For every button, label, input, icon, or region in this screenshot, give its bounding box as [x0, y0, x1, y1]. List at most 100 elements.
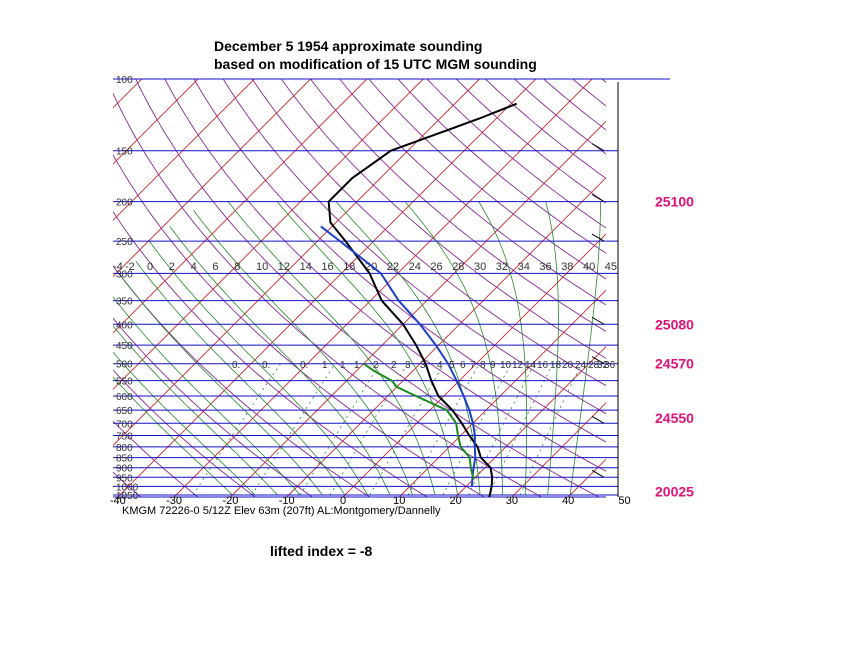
pressure-label: 700 — [116, 419, 133, 430]
mixing-ratio-label-mid: 10 — [500, 360, 512, 371]
isotherm-line — [113, 79, 480, 447]
mixing-ratio-label: 40 — [583, 261, 595, 273]
isotherm-line — [342, 233, 606, 497]
dry-adiabat — [135, 79, 600, 497]
wind-barb — [591, 194, 605, 203]
pressure-labels: 100 150 200 250 300 350 400 450 500 550 600 650 7007… — [116, 75, 139, 502]
isotherm-line — [173, 79, 593, 497]
pressure-label: 800 — [116, 443, 133, 454]
x-tick-label: -40 — [110, 495, 126, 507]
dry-adiabat — [455, 79, 606, 204]
isotherm-line — [0, 79, 85, 497]
wind-barb — [591, 143, 605, 152]
mixing-ratio-label: 8 — [234, 261, 240, 273]
pressure-label: 950 — [116, 473, 133, 484]
dry-adiabat — [281, 79, 606, 359]
mixing-ratio-label: 26 — [430, 261, 442, 273]
dry-adiabat — [164, 79, 606, 472]
pressure-label: 750 — [116, 431, 133, 442]
dry-adiabat — [113, 210, 428, 497]
isotherm-line — [230, 120, 606, 497]
mixing-ratio-label-mid: 16 — [537, 360, 549, 371]
mixing-ratio-label-mid: 3 — [405, 360, 411, 371]
chart-title: December 5 1954 approximate sounding — [214, 38, 482, 54]
moist-adiabat — [113, 376, 233, 496]
pressure-label: 1000 — [116, 482, 139, 493]
mixing-ratio-label: 10 — [256, 261, 268, 273]
mixing-ratio-label: 36 — [539, 261, 551, 273]
wind-barb — [591, 233, 605, 242]
isotherm-line — [113, 79, 199, 165]
background-lines — [0, 79, 864, 497]
moist-adiabat — [404, 201, 504, 496]
pressure-label: 150 — [116, 147, 133, 158]
isotherm-line — [113, 79, 368, 334]
dry-adiabat — [397, 79, 606, 254]
mixing-ratio-label-mid: 6 — [460, 360, 466, 371]
dry-adiabat — [113, 153, 485, 497]
dry-adiabat — [310, 79, 606, 332]
mixing-ratio-label-mid: 2 — [373, 360, 379, 371]
moist-adiabat — [113, 351, 256, 496]
mixing-ratio-label: 38 — [561, 261, 573, 273]
mixing-ratio-label-mid: 0. — [232, 360, 240, 371]
height-value: 24550 — [655, 410, 694, 426]
mixing-ratio-label-mid: 0. — [262, 360, 270, 371]
moist-adiabat — [227, 201, 436, 496]
mixing-ratio-label-mid: 8 — [480, 360, 486, 371]
isotherm-line — [286, 177, 606, 497]
isotherm-line — [0, 79, 29, 497]
mixing-ratio-label: 24 — [409, 261, 421, 273]
mixing-ratio-line — [488, 363, 554, 496]
dry-adiabat — [572, 79, 606, 107]
mixing-ratio-label-mid: 18 — [550, 360, 562, 371]
mixing-ratio-label: 16 — [321, 261, 333, 273]
mixing-ratio-label-mid: 20 — [562, 360, 574, 371]
x-tick-label: 10 — [393, 495, 405, 507]
mixing-ratio-label-mid: 9 — [490, 360, 496, 371]
mixing-ratio-line — [407, 363, 480, 496]
lifted-index: lifted index = -8 — [270, 543, 373, 559]
moist-adiabat — [169, 226, 391, 496]
dry-adiabat — [426, 79, 606, 229]
mixing-ratio-label: 18 — [343, 261, 355, 273]
pressure-label: 300 — [116, 269, 133, 280]
pressure-label: 500 — [116, 360, 133, 371]
pressure-label: 600 — [116, 392, 133, 403]
mixing-ratio-label: 30 — [474, 261, 486, 273]
mixing-ratio-label-mid: 2 — [391, 360, 397, 371]
mixing-ratio-label-mid: 36 — [604, 360, 616, 371]
isotherm-line — [113, 79, 424, 390]
wind-barb — [591, 415, 605, 424]
parcel-line — [320, 225, 477, 487]
mixing-ratio-label: 32 — [496, 261, 508, 273]
x-tick-label: 40 — [562, 495, 574, 507]
height-value: 20025 — [655, 484, 694, 500]
mixing-ratio-label-mid: 7 — [470, 360, 476, 371]
isotherm-line — [681, 79, 864, 497]
dry-adiabat — [113, 420, 199, 497]
pressure-label: 400 — [116, 320, 133, 331]
mixing-ratio-label-mid: 24 — [575, 360, 587, 371]
x-tick-labels: -40 -30 -20 -10 0 10 20 30 40 50 — [110, 495, 631, 507]
station-label: KMGM 72226-0 5/12Z Elev 63m (207ft) AL:M… — [122, 505, 441, 517]
mixing-ratio-label: 22 — [387, 261, 399, 273]
mixing-ratio-label-mid: 32 — [597, 360, 609, 371]
mixing-ratio-label-mid: 14 — [525, 360, 537, 371]
x-tick-label: 50 — [618, 495, 630, 507]
pressure-label: 100 — [116, 75, 133, 86]
isotherm-line — [113, 79, 311, 278]
mixing-ratio-label: 34 — [518, 261, 530, 273]
wind-barb — [591, 316, 605, 325]
mixing-ratio-label-mid: 4 — [437, 360, 443, 371]
isobar-lines — [113, 78, 670, 498]
pressure-label: 850 — [116, 454, 133, 465]
isotherm-line — [625, 79, 864, 497]
moist-adiabat — [135, 260, 346, 496]
pressure-label: 1050 — [116, 491, 139, 502]
x-tick-label: 30 — [506, 495, 518, 507]
dry-adiabat — [113, 265, 370, 497]
mixing-ratio-label: 2 — [169, 261, 175, 273]
moist-adiabat — [335, 201, 481, 496]
